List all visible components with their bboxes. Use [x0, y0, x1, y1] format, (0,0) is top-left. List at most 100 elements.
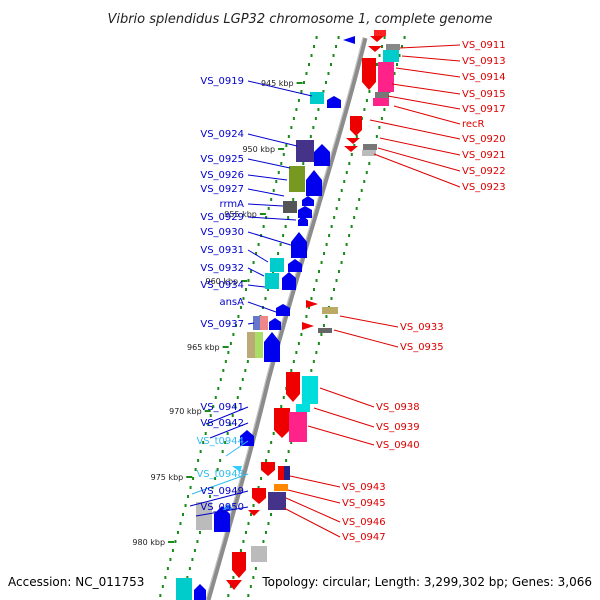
kbp-marker: 970 kbp	[169, 407, 202, 416]
label-leader-line	[401, 55, 461, 62]
forward-gene-block	[322, 307, 338, 314]
gene-label[interactable]: VS_0913	[401, 55, 506, 67]
reverse-gene-arrow	[276, 304, 290, 316]
tick-dot	[297, 99, 300, 102]
reverse-gene-arrow	[222, 504, 234, 510]
tick-dot	[358, 198, 361, 201]
label-leader-line	[377, 147, 461, 172]
tick-dot	[338, 270, 341, 273]
tick-dot	[348, 162, 351, 165]
tick-dot	[192, 477, 195, 480]
gene-label[interactable]: VS_0941	[200, 402, 249, 425]
gene-label[interactable]: VS_0945	[287, 489, 386, 509]
forward-gene-arrow	[344, 146, 358, 152]
gene-label[interactable]: ansA	[219, 297, 277, 313]
reverse-gene-block	[255, 332, 263, 358]
tick-dot	[290, 126, 293, 129]
tick-dot	[270, 513, 272, 516]
forward-gene-arrow	[370, 36, 384, 42]
gene-label-text: VS_0941	[200, 402, 244, 413]
tick-dot	[309, 135, 312, 138]
gene-label[interactable]: VS_0949	[189, 486, 249, 507]
reverse-gene-block	[247, 332, 255, 358]
tick-dot	[345, 243, 348, 246]
tick-dot	[272, 432, 275, 435]
gene-label[interactable]: VS_0929	[200, 212, 297, 223]
label-leader-line	[285, 497, 341, 523]
gene-label[interactable]: VS_0940	[307, 425, 420, 451]
gene-label[interactable]: VS_0925	[200, 154, 291, 169]
tick-dot	[214, 396, 217, 399]
gene-label[interactable]: VS_0947	[283, 507, 386, 543]
gene-label[interactable]: VS_0922	[377, 147, 506, 177]
gene-label[interactable]: VS_0932	[200, 263, 265, 277]
gene-label[interactable]: VS_0931	[200, 245, 269, 263]
gene-label[interactable]: VS_0919	[200, 76, 313, 97]
tick-dot	[246, 360, 249, 363]
gene-label[interactable]: VS_0934	[200, 280, 266, 291]
label-leader-line	[247, 267, 265, 277]
gene-label[interactable]: VS_t0948	[191, 469, 249, 495]
tick-dot	[292, 198, 295, 201]
gene-label[interactable]: VS_0943	[289, 475, 386, 493]
gene-label[interactable]: VS_0930	[200, 227, 295, 247]
tick-dot	[340, 261, 343, 264]
gene-label[interactable]: VS_0935	[333, 329, 444, 353]
gene-label[interactable]: VS_0917	[387, 95, 506, 115]
tick-dot	[396, 63, 398, 66]
gene-label-text: VS_t0948	[196, 469, 244, 480]
tick-dot	[229, 585, 232, 588]
tick-dot	[314, 117, 317, 120]
gene-label[interactable]: VS_0942	[200, 418, 249, 439]
gene-label[interactable]: VS_0950	[195, 502, 249, 517]
gene-label[interactable]: VS_0926	[200, 170, 288, 181]
tick-dot	[239, 387, 242, 390]
tick-dot	[232, 576, 235, 579]
forward-gene-block	[375, 92, 389, 98]
label-leader-line	[387, 95, 461, 110]
accession-text: Accession: NC_011753	[8, 575, 144, 589]
gene-label[interactable]: VS_0939	[313, 407, 420, 433]
tick-dot	[376, 63, 378, 66]
gene-label[interactable]: VS_0938	[319, 387, 420, 413]
tick-dot	[340, 189, 343, 192]
tick-dot	[245, 288, 247, 291]
gene-label[interactable]: VS_t0944	[196, 436, 249, 457]
gene-label[interactable]: VS_0911	[399, 40, 506, 51]
reverse-gene-arrow	[343, 36, 355, 44]
tick-dot	[295, 108, 298, 111]
tick-dot	[330, 63, 332, 66]
gene-label[interactable]: VS_0915	[391, 83, 506, 100]
forward-gene-block	[274, 484, 288, 491]
kbp-marker: 980 kbp	[132, 538, 165, 547]
reverse-gene-arrow	[282, 272, 296, 290]
gene-label[interactable]: rrmA	[220, 199, 284, 210]
tick-dot	[355, 135, 358, 138]
gene-label[interactable]: VS_0914	[395, 67, 506, 83]
gene-label[interactable]: VS_0927	[200, 184, 285, 197]
reverse-gene-arrow	[240, 430, 254, 446]
reverse-gene-arrow	[306, 170, 322, 196]
reverse-gene-arrow	[291, 232, 307, 258]
forward-gene-block	[289, 412, 307, 442]
gene-label[interactable]: VS_0937	[200, 319, 255, 330]
gene-label[interactable]: recR	[393, 105, 485, 130]
tick-dot	[381, 45, 384, 48]
tick-dot	[305, 315, 308, 318]
map-title: Vibrio splendidus LGP32 chromosome 1, co…	[107, 12, 492, 27]
gene-label[interactable]: VS_0933	[339, 315, 444, 333]
tick-dot	[300, 333, 303, 336]
forward-gene-block	[378, 62, 394, 92]
gene-label[interactable]: VS_0946	[285, 497, 386, 528]
gene-label[interactable]: VS_0923	[373, 153, 506, 193]
gene-label[interactable]: VS_0921	[379, 137, 506, 161]
tick-dot	[247, 522, 250, 525]
tick-dot	[234, 324, 237, 327]
gene-label-text: VS_0935	[400, 342, 444, 353]
gene-label[interactable]: VS_0920	[369, 119, 506, 145]
label-leader-line	[247, 80, 313, 97]
tick-dot	[171, 549, 174, 552]
label-leader-line	[191, 473, 249, 495]
kbp-tick	[278, 148, 285, 150]
gene-label[interactable]: VS_0924	[200, 129, 298, 147]
